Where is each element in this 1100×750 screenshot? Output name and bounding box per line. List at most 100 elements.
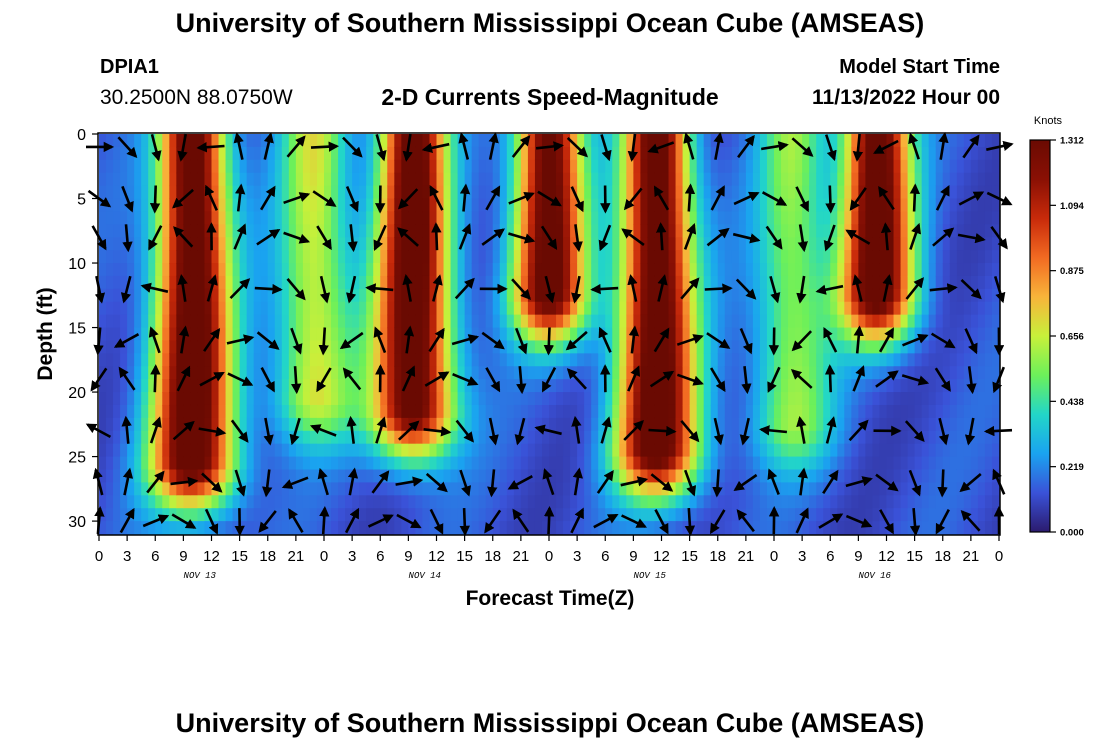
heatmap-cell [731,392,740,406]
heatmap-cell [640,275,649,290]
heatmap-cell [781,327,789,342]
heatmap-cell [359,430,367,445]
heatmap-cell [415,392,424,406]
heatmap-cell [682,146,691,161]
heatmap-cell [309,430,318,445]
heatmap-cell [921,482,930,496]
heatmap-cell [127,172,135,187]
heatmap-cell [774,301,782,316]
heatmap-cell [682,417,691,432]
heatmap-cell [113,417,121,432]
heatmap-cell [991,250,1000,264]
heatmap-cell [338,237,346,251]
heatmap-cell [647,198,656,213]
heatmap-cell [556,185,564,200]
heatmap-cell [422,134,431,148]
heatmap-cell [506,392,515,406]
current-arrow [432,274,443,302]
heatmap-cell [844,237,852,251]
heatmap-cell [429,417,438,432]
heatmap-cell [851,288,859,303]
current-arrow [986,191,1013,206]
heatmap-cell [675,430,684,445]
heatmap-cell [886,314,895,329]
heatmap-cell [788,134,796,148]
heatmap-cell [281,482,290,496]
heatmap-cell [809,508,817,522]
heatmap-cell [731,185,740,200]
heatmap-cell [844,159,852,174]
heatmap-cell [731,456,740,471]
current-arrow [769,275,781,304]
current-arrow [201,472,223,493]
heatmap-cell [675,159,684,174]
heatmap-cell [295,159,304,174]
current-arrow [848,419,869,442]
heatmap-cell [921,404,930,419]
heatmap-cell [274,198,283,213]
heatmap-cell [401,482,409,496]
heatmap-cell [886,404,895,419]
heatmap-cell [134,211,142,225]
heatmap-cell [190,495,199,509]
heatmap-cell [492,263,501,277]
heatmap-cell [338,314,346,329]
heatmap-cell [309,353,318,367]
current-arrow [759,425,788,436]
heatmap-cell [155,288,163,303]
heatmap-cell [830,159,838,174]
heatmap-cell [872,314,881,329]
heatmap-cell [647,469,656,483]
heatmap-cell [640,172,649,187]
heatmap-cell [478,172,487,187]
heatmap-cell [162,392,170,406]
heatmap-cell [309,211,318,225]
heatmap-cell [872,172,881,187]
current-arrow [119,507,135,534]
heatmap-cell [781,482,789,496]
heatmap-cell [549,301,557,316]
heatmap-cell [584,250,592,264]
heatmap-cell [120,134,128,148]
heatmap-cell [984,495,993,509]
heatmap-cell [598,508,606,522]
heatmap-cell [232,275,241,290]
heatmap-cell [394,288,402,303]
heatmap-cell [211,211,220,225]
current-arrow [424,371,450,387]
current-arrow [990,225,1008,250]
heatmap-cell [661,146,670,161]
heatmap-cell [598,469,606,483]
heatmap-cell [696,263,705,277]
heatmap-cell [675,275,684,290]
heatmap-cell [302,469,311,483]
heatmap-cell [928,456,937,471]
heatmap-cell [788,482,796,496]
heatmap-cell [134,288,142,303]
heatmap-cell [745,146,754,161]
current-arrow [234,469,246,497]
heatmap-cell [169,134,177,148]
heatmap-cell [471,379,480,393]
heatmap-cell [963,404,972,419]
heatmap-cell [851,508,859,522]
heatmap-cell [605,275,613,290]
heatmap-cell [921,508,930,522]
heatmap-cell [274,404,283,419]
current-arrow [683,132,695,160]
heatmap-cell [570,224,578,238]
heatmap-cell [781,456,789,471]
heatmap-cell [260,263,269,277]
heatmap-cell [605,353,613,367]
heatmap-cell [443,456,452,471]
heatmap-cell [253,495,262,509]
heatmap-cell [591,379,599,393]
current-arrow [713,132,724,160]
heatmap-cell [260,211,269,225]
heatmap-cell [809,288,817,303]
heatmap-cell [626,443,634,458]
heatmap-cell [619,430,627,445]
heatmap-cell [935,172,944,187]
heatmap-cell [366,482,374,496]
heatmap-cell [935,185,944,200]
